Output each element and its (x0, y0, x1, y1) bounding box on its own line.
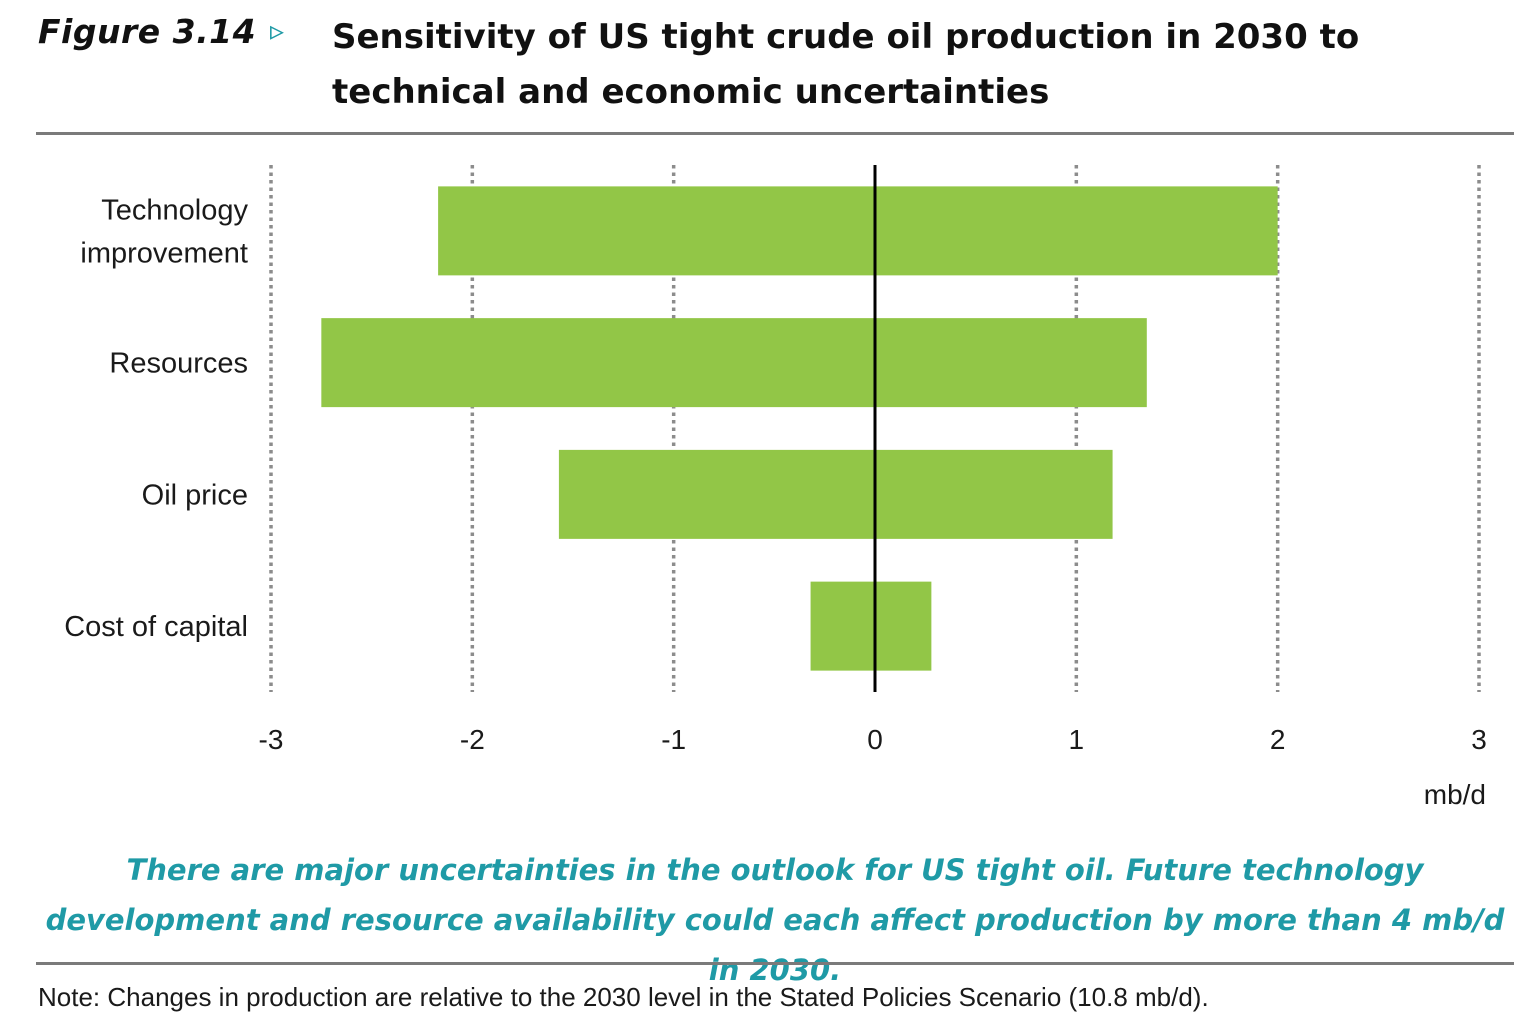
category-label: Resources (109, 348, 248, 380)
tornado-chart: Technology improvement Resources Oil price C… (64, 165, 1487, 810)
caption: There are major uncertainties in the out… (45, 853, 1505, 987)
category-label: Technology (101, 194, 248, 226)
note: Note: Changes in production are relative… (38, 982, 1209, 1012)
x-tick-label: -3 (259, 724, 284, 755)
x-tick-label: 2 (1270, 724, 1286, 755)
bar-low-3 (810, 581, 875, 671)
figure-title: Sensitivity of US tight crude oil produc… (332, 17, 1360, 112)
bottom-rule (36, 962, 1514, 965)
x-tick-label: -1 (661, 724, 686, 755)
bar-low-2 (558, 449, 875, 539)
category-label: Oil price (142, 479, 248, 511)
category-label: improvement (80, 237, 248, 269)
x-tick-label: 1 (1069, 724, 1085, 755)
figure-label: Figure 3.14 (38, 12, 257, 51)
top-rule (36, 132, 1514, 135)
bar-high-2 (875, 449, 1113, 539)
bar-high-3 (875, 581, 932, 671)
bar-low-0 (438, 186, 875, 276)
x-axis-unit: mb/d (1424, 779, 1486, 810)
bar-high-1 (875, 318, 1147, 408)
x-tick-label: 0 (867, 724, 883, 755)
category-label: Cost of capital (64, 611, 248, 643)
x-tick-label: -2 (460, 724, 485, 755)
x-tick-label: 3 (1471, 724, 1487, 755)
bar-high-0 (875, 186, 1278, 276)
figure-arrow-icon: ▹ (270, 14, 285, 47)
bar-low-1 (321, 318, 875, 408)
